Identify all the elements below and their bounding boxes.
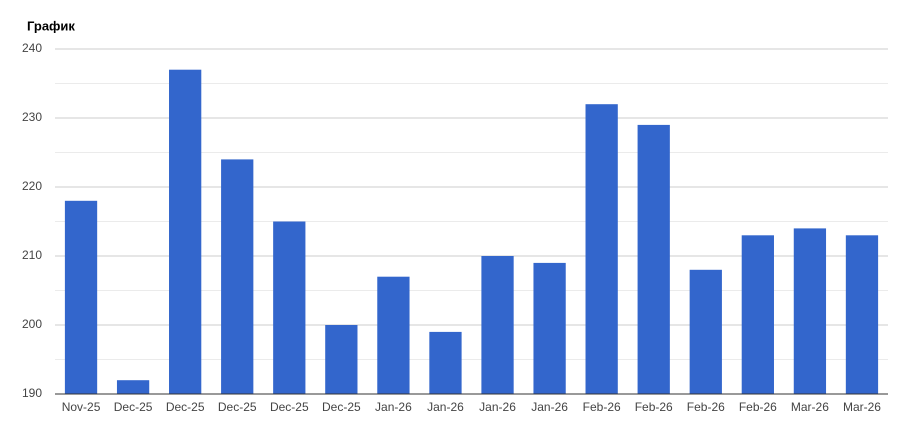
bar (325, 325, 358, 394)
x-tick-label: Jan-26 (531, 400, 568, 414)
x-tick-label: Jan-26 (375, 400, 412, 414)
x-tick-label: Dec-25 (114, 400, 153, 414)
y-tick-label: 220 (22, 179, 42, 193)
y-tick-label: 240 (22, 41, 42, 55)
x-tick-label: Feb-26 (583, 400, 621, 414)
x-tick-label: Feb-26 (635, 400, 673, 414)
bar (689, 269, 722, 394)
x-tick-label: Jan-26 (427, 400, 464, 414)
y-tick-label: 190 (22, 386, 42, 400)
bar (377, 276, 410, 394)
y-tick-label: 200 (22, 317, 42, 331)
bar (221, 159, 254, 394)
x-tick-label: Dec-25 (322, 400, 361, 414)
y-tick-label: 230 (22, 110, 42, 124)
bar (116, 380, 150, 394)
x-tick-label: Feb-26 (687, 400, 725, 414)
x-tick-label: Dec-25 (218, 400, 257, 414)
bar (793, 228, 827, 394)
x-tick-label: Dec-25 (166, 400, 205, 414)
bar (637, 124, 670, 395)
bar (533, 262, 566, 394)
x-tick-label: Nov-25 (62, 400, 101, 414)
x-tick-label: Mar-26 (843, 400, 881, 414)
y-tick-label: 210 (22, 248, 42, 262)
chart-title: График (27, 18, 75, 33)
bar (64, 200, 98, 394)
bar (741, 235, 774, 394)
bar (845, 235, 879, 394)
x-tick-label: Mar-26 (791, 400, 829, 414)
bar (585, 104, 618, 394)
x-tick-label: Jan-26 (479, 400, 516, 414)
bar (429, 331, 462, 394)
x-tick-label: Feb-26 (739, 400, 777, 414)
x-tick-label: Dec-25 (270, 400, 309, 414)
bar (169, 69, 202, 394)
bar (273, 221, 306, 394)
bar (481, 256, 514, 394)
